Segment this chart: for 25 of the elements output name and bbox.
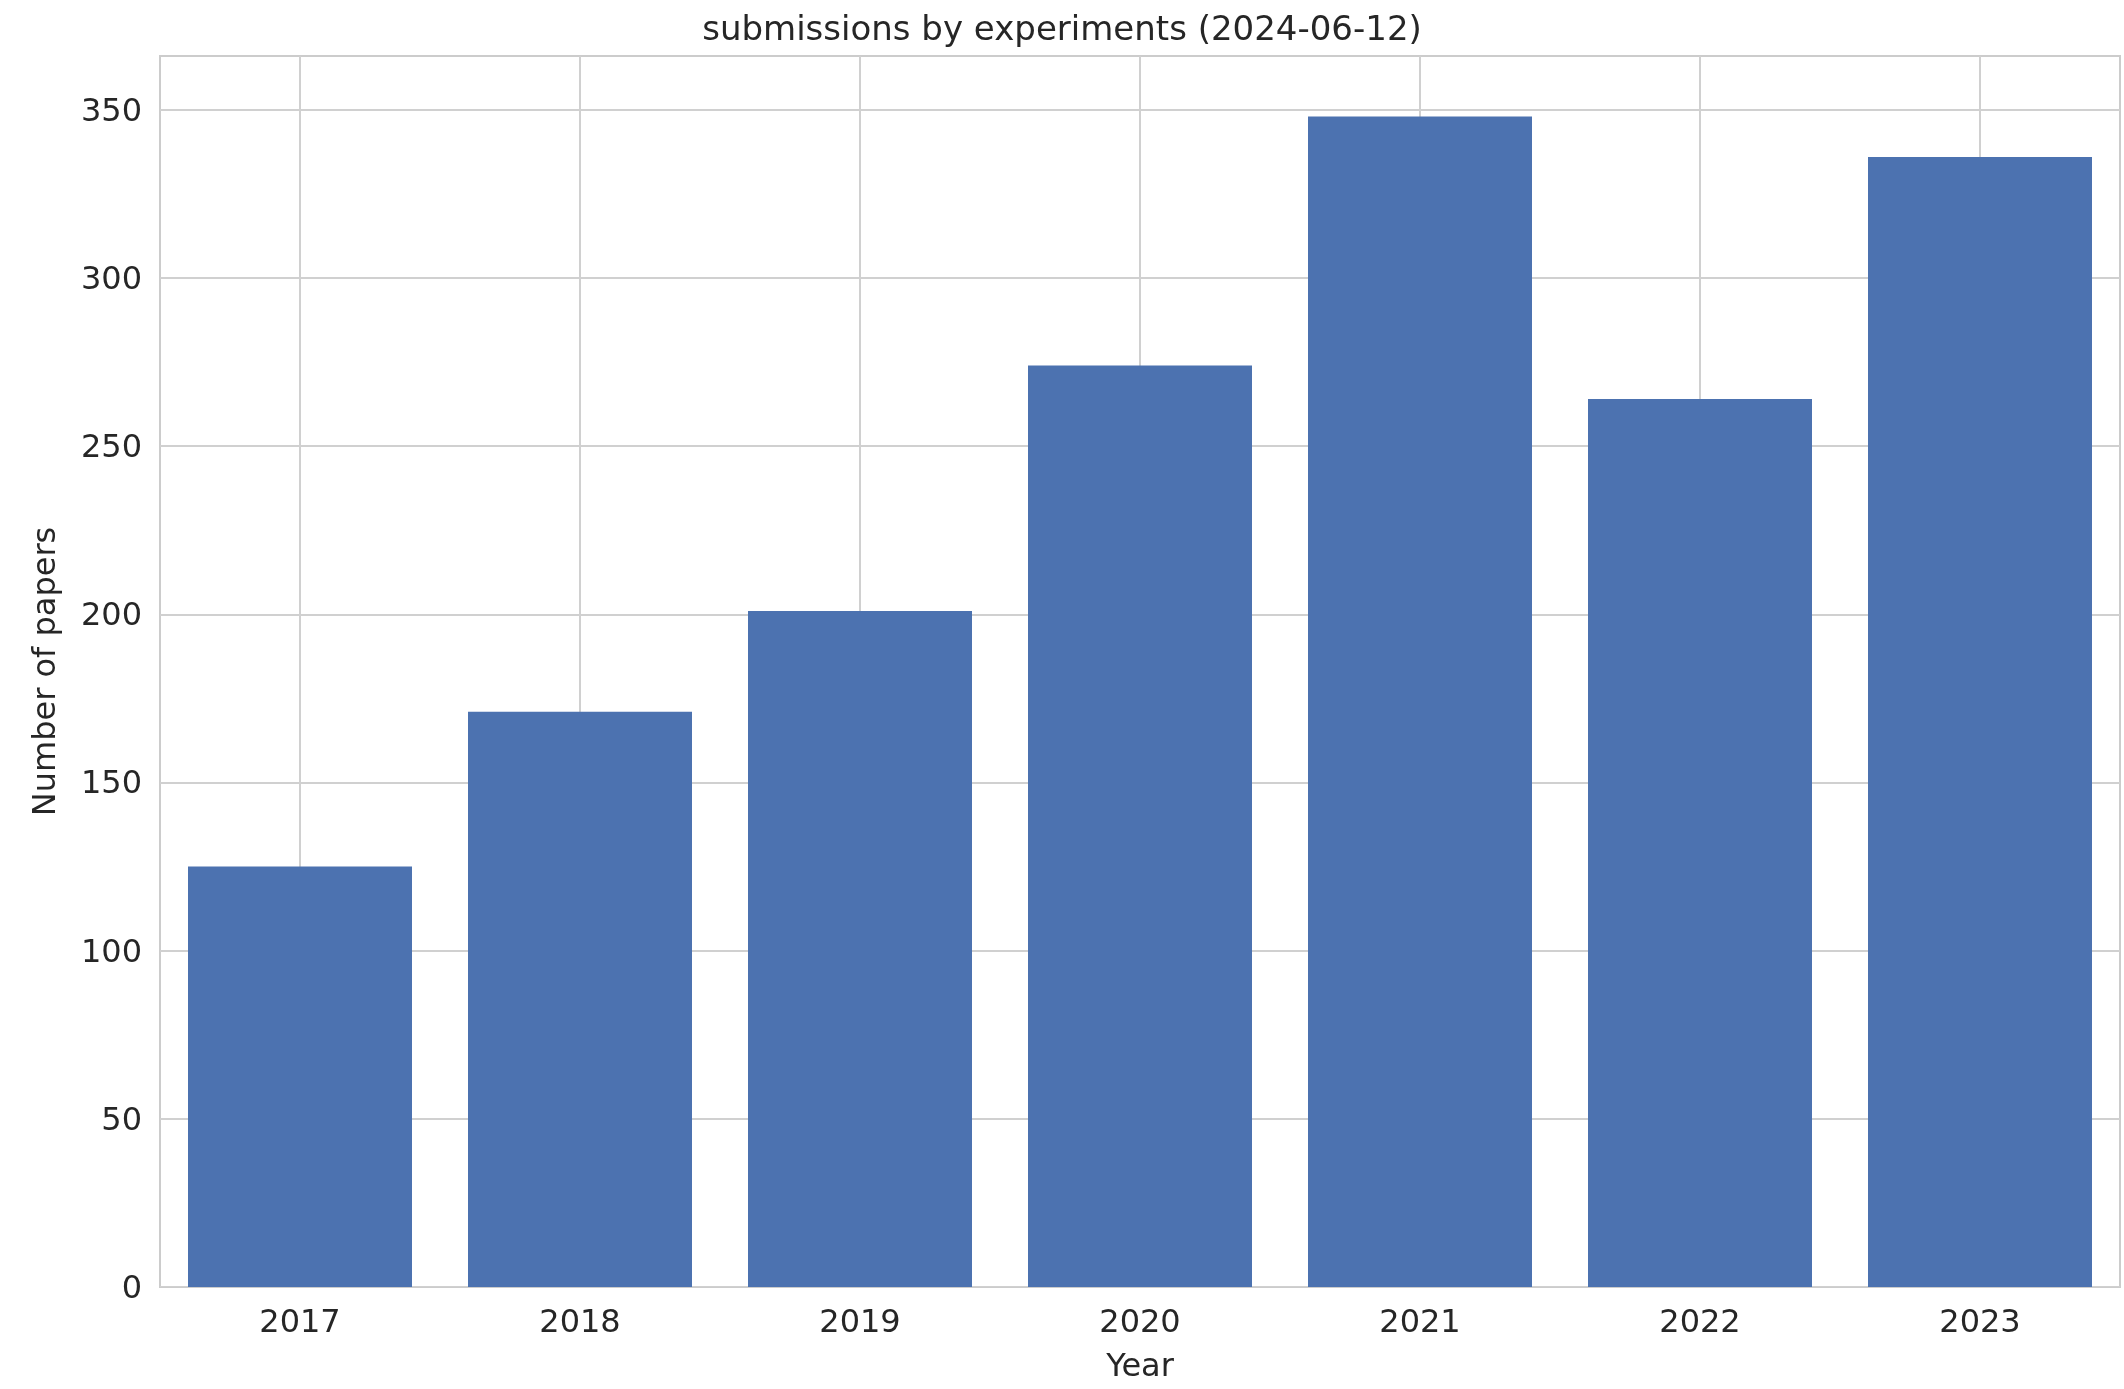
bar: [1308, 116, 1532, 1287]
y-tick-label: 250: [80, 427, 142, 466]
y-tick-label: 0: [121, 1268, 142, 1306]
bar: [1028, 365, 1252, 1287]
x-tick-label: 2017: [259, 1302, 341, 1340]
x-tick-label: 2020: [1099, 1302, 1181, 1340]
x-tick-label: 2018: [539, 1302, 621, 1340]
y-tick-label: 300: [80, 258, 142, 297]
y-axis-title: Number of papers: [25, 526, 63, 817]
y-tick-label: 150: [80, 763, 142, 802]
y-tick-label: 200: [80, 595, 142, 634]
x-tick-label: 2021: [1379, 1302, 1461, 1340]
bar: [1868, 156, 2092, 1287]
x-axis-title: Year: [1105, 1346, 1175, 1384]
y-tick-label: 100: [80, 931, 142, 970]
bar: [748, 610, 972, 1287]
x-tick-label: 2019: [819, 1302, 901, 1340]
bar: [188, 866, 412, 1287]
chart-title: submissions by experiments (2024-06-12): [702, 8, 1422, 48]
y-tick-label: 350: [80, 90, 142, 129]
y-tick-label: 50: [101, 1099, 142, 1138]
bar: [468, 711, 692, 1287]
x-tick-label: 2023: [1939, 1302, 2021, 1340]
bar: [1588, 399, 1812, 1287]
x-tick-label: 2022: [1659, 1302, 1741, 1340]
